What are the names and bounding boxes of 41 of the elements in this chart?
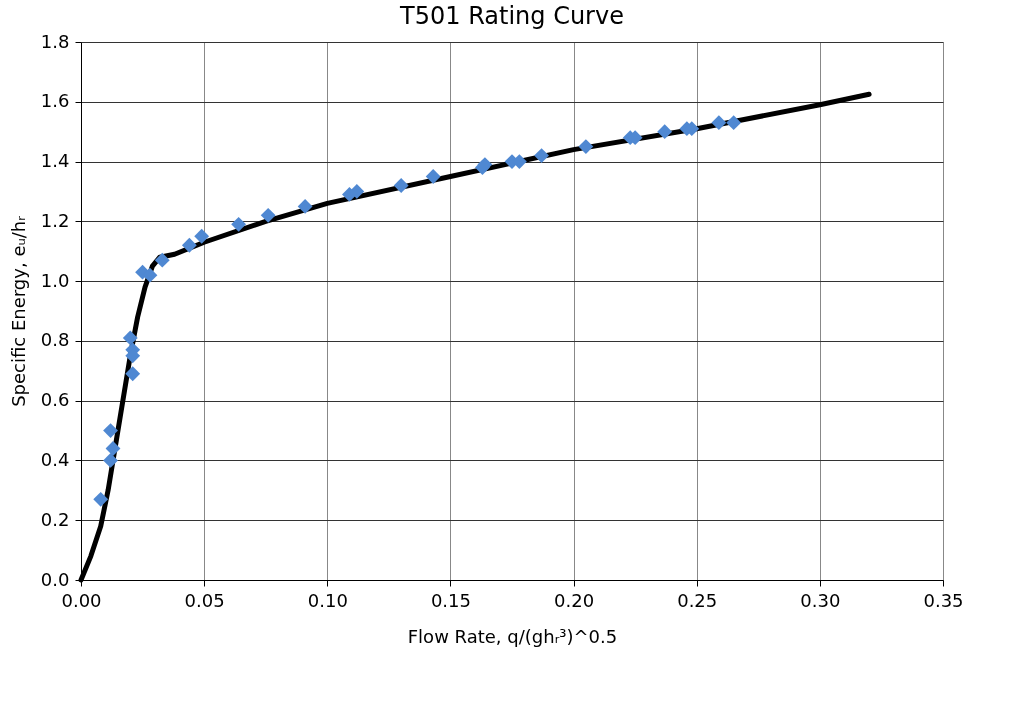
point (726, 115, 742, 131)
point (393, 178, 409, 193)
point (122, 330, 138, 346)
point (231, 216, 247, 232)
x-tick-label: 0.15 (430, 589, 471, 611)
point (142, 267, 158, 283)
point (260, 207, 276, 223)
point (154, 252, 170, 268)
point (534, 148, 549, 163)
x-tick-label: 0.35 (923, 589, 964, 611)
y-tick-label: 0.0 (40, 568, 70, 590)
point (578, 139, 594, 155)
y-tick-label: 1.6 (40, 90, 70, 112)
y-tick-label: 0.2 (40, 508, 70, 530)
point (711, 115, 727, 131)
point (93, 491, 109, 507)
point (349, 184, 365, 199)
x-axis-title: Flow Rate, q/(ghᵣ³)^0.5 (407, 625, 618, 647)
point (657, 124, 673, 140)
chart-title: T501 Rating Curve (399, 2, 624, 30)
x-tick-label: 0.10 (307, 589, 348, 611)
y-axis-title: Specific Energy, eᵤ/hᵣ (7, 215, 29, 407)
y-tick-label: 0.8 (40, 329, 70, 351)
point (194, 228, 210, 244)
point (181, 237, 197, 253)
x-tick-label: 0.20 (554, 589, 595, 611)
y-tick-label: 1.0 (40, 269, 70, 291)
point (125, 366, 141, 382)
point (425, 169, 441, 184)
y-tick-label: 1.2 (40, 209, 70, 231)
y-tick-label: 0.6 (40, 389, 70, 411)
y-tick-label: 0.4 (40, 448, 70, 470)
x-tick-label: 0.25 (677, 589, 718, 611)
x-tick-label: 0.05 (184, 589, 225, 611)
x-tick-label: 0.00 (61, 589, 102, 611)
point (103, 453, 118, 468)
y-tick-label: 1.8 (40, 30, 70, 52)
point (103, 423, 118, 438)
point (297, 198, 313, 214)
y-tick-label: 1.4 (40, 150, 70, 172)
x-tick-label: 0.30 (800, 589, 841, 611)
